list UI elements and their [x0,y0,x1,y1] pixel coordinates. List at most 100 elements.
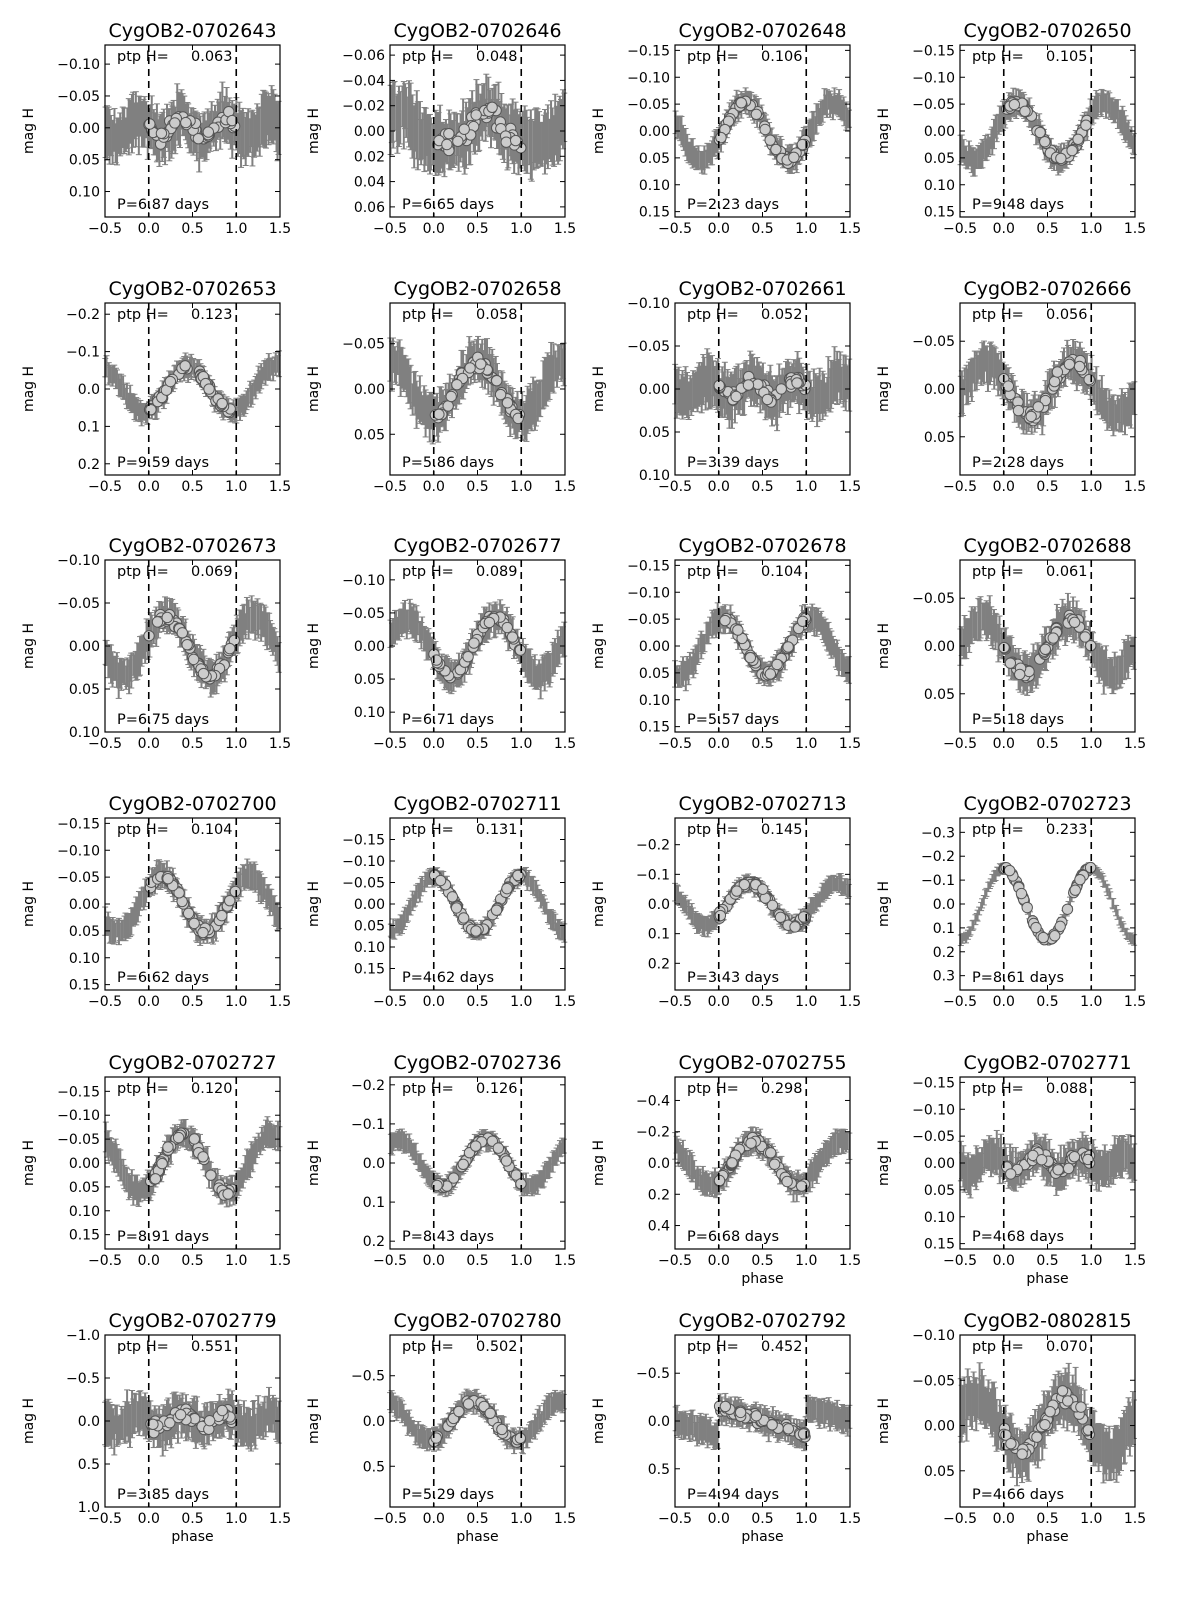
panel-title: CygOB2-0702661 [678,278,846,300]
period-annotation: P=9.48 days [972,197,1064,213]
x-tick-label: 0.5 [466,479,488,495]
y-tick-label: −0.05 [57,89,100,105]
y-tick-label: 0.15 [924,205,955,221]
x-tick-label: 1.5 [554,736,576,752]
y-tick-label: −0.15 [627,43,670,59]
y-axis-label: mag H [21,623,37,669]
y-tick-label: −0.05 [912,97,955,113]
x-tick-label: 0.0 [423,479,445,495]
y-tick-label: −0.1 [66,345,100,361]
x-tick-label: 0.5 [181,479,203,495]
data-points [719,611,812,682]
data-point [145,404,157,416]
data-point [506,631,519,643]
x-tick-label: 1.5 [839,479,861,495]
ptp-label: ptp H= [117,49,169,65]
axes-frame [959,44,1136,218]
data-point [176,627,189,639]
data-point [501,621,513,634]
ptp-value: 0.048 [476,49,518,65]
data-point [202,126,215,138]
error-bars [957,87,1137,177]
y-tick-label: −0.05 [342,337,385,353]
data-point [433,408,445,421]
data-point [744,651,757,664]
light-curve-panel: CygOB2-0702653 −0.5 0.0 0.5 1.0 1.5 −0.2 −0.1 0.… [21,278,291,495]
data-point [752,378,764,390]
y-axis-label: mag H [306,366,322,412]
data-point [181,639,193,651]
data-point [192,132,205,145]
y-tick-label: −0.02 [342,99,385,115]
data-point [764,134,776,146]
data-points [429,351,526,425]
x-tick-label: 0.5 [751,479,773,495]
data-points [143,608,240,685]
data-point [445,390,457,403]
y-tick-label: 0.10 [69,185,100,201]
x-tick-label: −0.5 [658,221,692,237]
x-tick-label: 1.0 [795,479,817,495]
light-curve-panel: CygOB2-0702658 −0.5 0.0 0.5 1.0 1.5 −0.05 0.00 0… [306,278,576,495]
y-tick-label: −0.10 [57,57,100,73]
x-tick-label: 0.5 [181,221,203,237]
ptp-value: 0.105 [1046,49,1088,65]
y-tick-label: −0.05 [912,334,955,350]
data-points [713,95,811,170]
data-point [491,374,503,387]
ptp-annotation: ptp H= 0.052 [687,307,803,323]
y-axis-label: mag H [306,108,322,154]
ptp-value: 0.052 [761,307,803,323]
light-curve-panel: CygOB2-0702661 −0.5 0.0 0.5 1.0 1.5 −0.10 −0.05… [591,278,861,495]
y-tick-label: −0.10 [912,70,955,86]
data-point [1055,152,1067,165]
data-point [1012,404,1025,417]
period-annotation: P=6.71 days [402,712,494,728]
error-bars [672,346,853,432]
x-tick-label: 1.5 [269,479,291,495]
y-tick-label: 0.00 [354,639,385,655]
x-tick-label: 0.0 [423,736,445,752]
y-tick-label: 0.05 [69,682,100,698]
ptp-value: 0.123 [191,307,233,323]
y-tick-label: −0.10 [342,573,385,589]
data-point [509,134,522,147]
data-point [468,637,480,649]
x-tick-label: 1.0 [225,736,247,752]
y-axis-label: mag H [591,366,607,412]
data-point [475,358,487,370]
y-tick-label: −0.10 [627,296,670,312]
data-point [216,397,228,410]
light-curve-panel: CygOB2-0702646 −0.5 0.0 0.5 1.0 1.5 −0.06 −0.04… [306,20,576,237]
data-point [452,135,464,148]
y-tick-label: 0.05 [924,430,955,446]
x-tick-label: 1.5 [269,736,291,752]
y-tick-label: 0.2 [78,457,100,473]
y-tick-label: −0.05 [57,596,100,612]
period-annotation: P=6.75 days [117,712,209,728]
x-tick-label: 1.5 [554,221,576,237]
y-tick-label: 0.00 [924,382,955,398]
x-tick-label: −0.5 [88,736,122,752]
light-curve-panel: CygOB2-0702673 −0.5 0.0 0.5 1.0 1.5 −0.10 −0.05… [21,535,291,752]
ptp-annotation: ptp H= 0.069 [117,564,233,580]
ptp-label: ptp H= [687,307,739,323]
data-point [788,151,800,164]
panel-title: CygOB2-0702666 [963,278,1131,300]
ptp-value: 0.089 [476,564,518,580]
data-point [144,118,156,130]
ptp-label: ptp H= [687,49,739,65]
ptp-annotation: ptp H= 0.048 [402,49,518,65]
data-point [169,117,181,129]
data-point [187,653,200,666]
x-tick-label: 1.0 [225,479,247,495]
x-tick-label: 1.0 [510,736,532,752]
data-point [764,668,777,680]
x-tick-label: 0.5 [466,736,488,752]
ptp-label: ptp H= [972,307,1024,323]
data-points [998,353,1096,427]
y-tick-label: 0.04 [354,175,385,191]
data-point [791,377,803,389]
x-tick-label: −0.5 [373,221,407,237]
